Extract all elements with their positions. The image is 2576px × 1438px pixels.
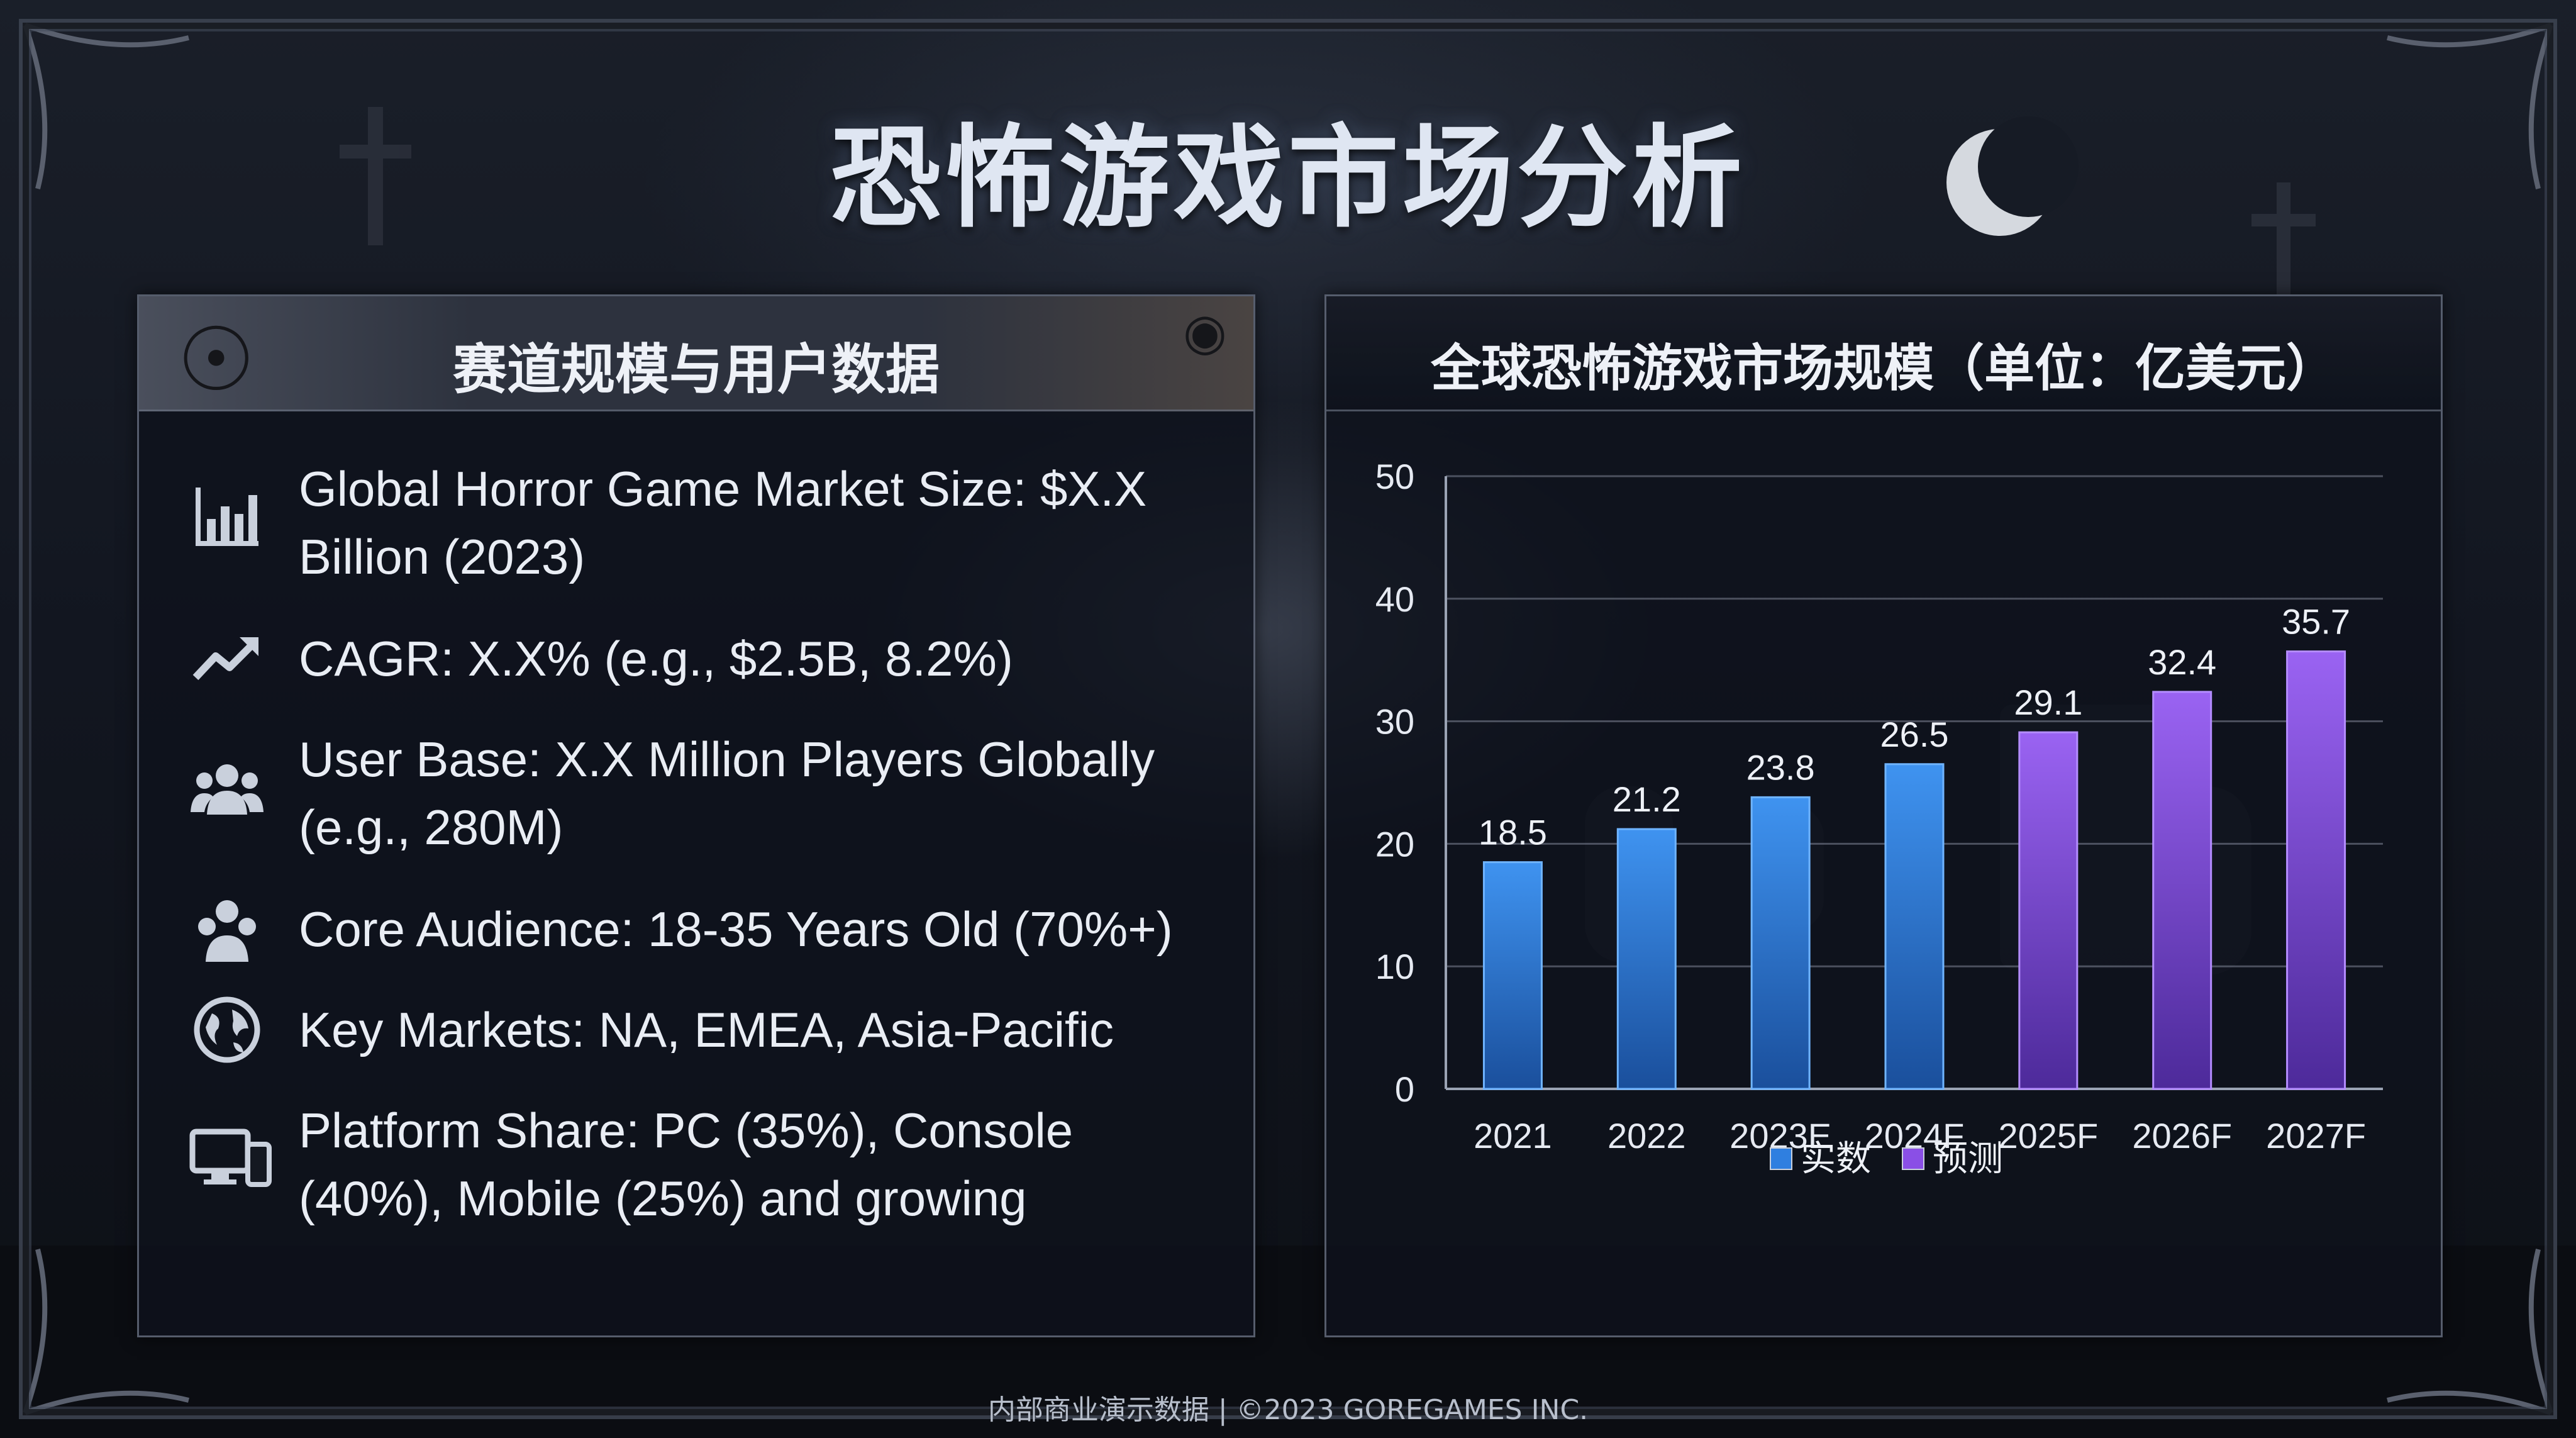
page-title: 恐怖游戏市场分析 — [830, 113, 1746, 243]
data-label: 23.8 — [1746, 747, 1815, 787]
market-size-text: Global Horror Game Market Size: $X.X Bil… — [299, 461, 1147, 584]
rune-decoration-icon: ☉ — [177, 309, 256, 411]
y-axis-ticks: 0 10 20 30 40 50 — [1375, 457, 1414, 1109]
core-audience-text: Core Audience: 18-35 Years Old (70%+) — [299, 901, 1173, 957]
y-tick-label: 10 — [1375, 947, 1414, 986]
eye-decoration-icon: ◉ — [1183, 303, 1227, 361]
bar — [1750, 796, 1811, 1090]
x-tick-label: 2025F — [1998, 1116, 2098, 1156]
data-label: 32.4 — [2148, 642, 2216, 682]
data-label: 18.5 — [1479, 813, 1547, 852]
panel-header: 全球恐怖游戏市场规模（单位：亿美元） — [1326, 296, 2441, 411]
market-size-bar-chart: 0 10 20 30 40 50 18.5 21.2 23.8 26.5 29.1 32.4 35.7… — [1375, 457, 2383, 1179]
users-icon — [191, 764, 264, 815]
x-axis-ticks: 2021 2022 2023E 2024F 2025F 2026F 2027F — [1474, 1116, 2366, 1156]
x-tick-label: 2021 — [1474, 1116, 1552, 1156]
data-label: 26.5 — [1880, 715, 1949, 754]
platform-share-text: Platform Share: PC (35%), Console (40%),… — [299, 1103, 1074, 1226]
audience-icon — [198, 900, 256, 962]
bar-chart-icon — [196, 488, 258, 546]
data-labels: 18.5 21.2 23.8 26.5 29.1 32.4 35.7 — [1479, 602, 2350, 852]
globe-icon — [194, 996, 260, 1063]
bar — [1482, 861, 1543, 1090]
user-base-text: User Base: X.X Million Players Globally … — [299, 732, 1155, 855]
bar — [1884, 763, 1945, 1090]
legend-label: 实数 — [1801, 1139, 1871, 1179]
bar — [1616, 828, 1677, 1090]
legend-label: 预测 — [1933, 1139, 2003, 1179]
panel-title: 赛道规模与用户数据 — [453, 338, 940, 401]
market-chart-panel: 全球恐怖游戏市场规模（单位：亿美元） 0 10 20 30 40 50 18.5 21.2 2… — [1324, 294, 2443, 1337]
data-label: 21.2 — [1613, 779, 1681, 819]
data-label: 29.1 — [2014, 683, 2082, 722]
cagr-text: CAGR: X.X% (e.g., $2.5B, 8.2%) — [299, 631, 1013, 686]
bars — [1482, 650, 2346, 1090]
y-tick-label: 20 — [1375, 824, 1414, 864]
key-markets-text: Key Markets: NA, EMEA, Asia-Pacific — [299, 1002, 1114, 1057]
legend-swatch — [1902, 1147, 1924, 1170]
devices-icon — [189, 1129, 272, 1187]
y-tick-label: 30 — [1375, 702, 1414, 742]
footer-copyright: 内部商业演示数据 | ©2023 GOREGAMES INC. — [987, 1394, 1589, 1426]
x-tick-label: 2027F — [2266, 1116, 2366, 1156]
x-tick-label: 2026F — [2132, 1116, 2232, 1156]
chart-title: 全球恐怖游戏市场规模（单位：亿美元） — [1431, 339, 2336, 398]
y-tick-label: 50 — [1375, 457, 1414, 496]
bar — [2286, 650, 2346, 1090]
y-tick-label: 40 — [1375, 579, 1414, 619]
panel-header: ☉ ◉ 赛道规模与用户数据 — [139, 296, 1253, 411]
y-tick-label: 0 — [1395, 1069, 1414, 1109]
data-label: 35.7 — [2282, 602, 2350, 642]
cross-left-icon — [340, 107, 411, 245]
x-tick-label: 2022 — [1607, 1116, 1686, 1156]
legend: 实数 预测 — [1770, 1139, 2003, 1179]
bar — [2152, 691, 2212, 1090]
market-data-panel: ☉ ◉ 赛道规模与用户数据 Global Horror Game Market … — [137, 294, 1255, 1337]
legend-swatch — [1770, 1147, 1792, 1170]
bar — [2018, 731, 2079, 1090]
cross-right-icon — [2251, 182, 2316, 308]
trending-up-icon — [192, 637, 258, 681]
